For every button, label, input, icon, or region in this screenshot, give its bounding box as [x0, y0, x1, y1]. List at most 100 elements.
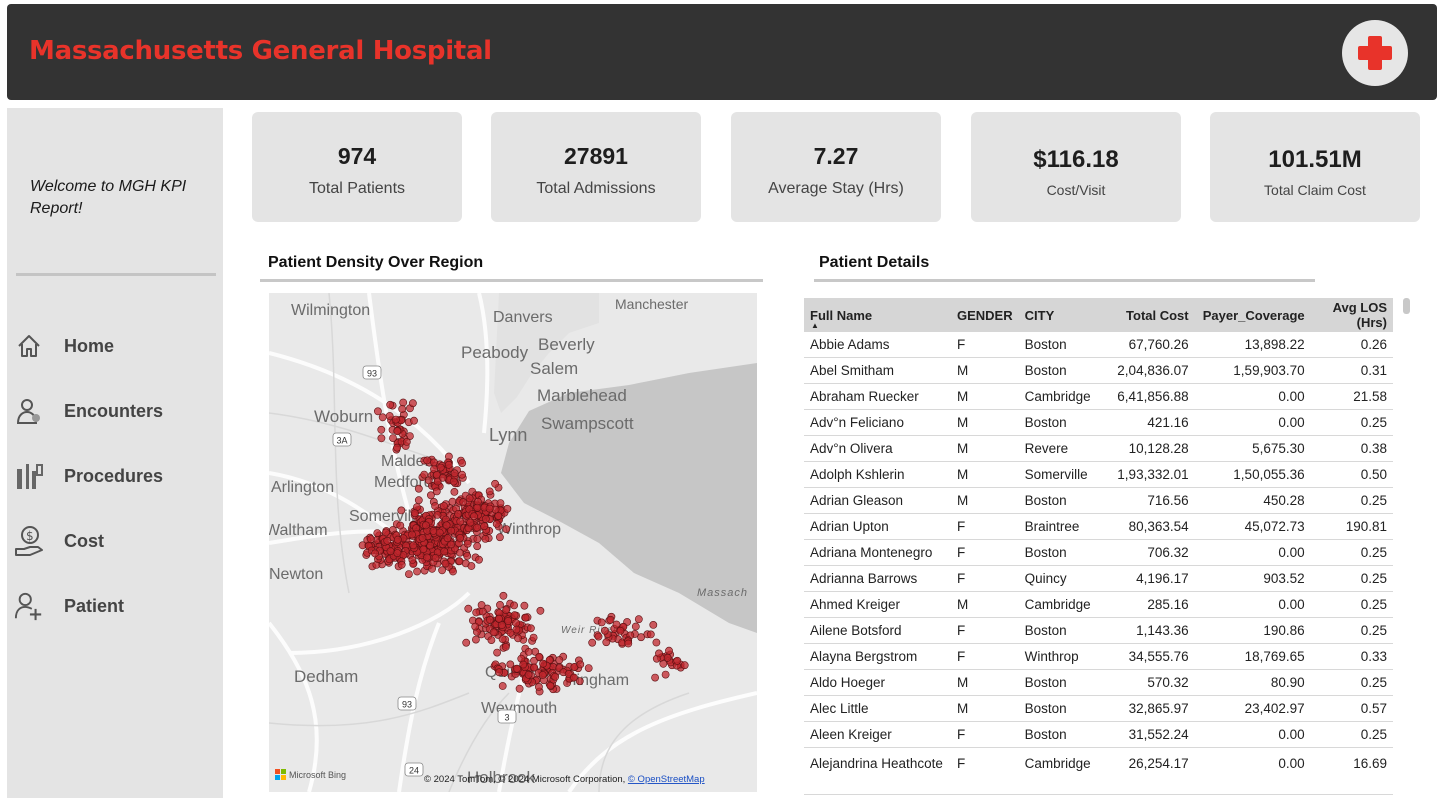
patient-location-marker[interactable]	[408, 399, 417, 408]
patient-location-marker[interactable]	[373, 529, 382, 537]
patient-location-marker[interactable]	[410, 509, 419, 518]
patient-location-marker[interactable]	[374, 407, 382, 416]
patient-location-marker[interactable]	[386, 547, 395, 556]
patient-location-marker[interactable]	[512, 625, 521, 634]
patient-location-marker[interactable]	[438, 566, 446, 575]
patient-location-marker[interactable]	[485, 504, 494, 513]
patient-location-marker[interactable]	[521, 613, 530, 622]
patient-location-marker[interactable]	[463, 551, 472, 560]
patient-location-marker[interactable]	[462, 638, 471, 647]
patient-location-marker[interactable]	[501, 642, 510, 651]
patient-location-marker[interactable]	[495, 668, 503, 677]
patient-location-marker[interactable]	[409, 541, 418, 550]
patient-location-marker[interactable]	[467, 562, 476, 570]
patient-location-marker[interactable]	[680, 661, 689, 670]
patient-location-marker[interactable]	[424, 476, 433, 485]
patient-location-marker[interactable]	[440, 547, 449, 556]
patient-location-marker[interactable]	[498, 682, 507, 690]
sidebar-item-procedures[interactable]: Procedures	[7, 454, 223, 498]
patient-location-marker[interactable]	[536, 606, 545, 615]
patient-location-marker[interactable]	[423, 553, 431, 562]
patient-location-marker[interactable]	[458, 459, 467, 467]
patient-location-marker[interactable]	[399, 398, 408, 407]
patient-location-marker[interactable]	[520, 601, 529, 610]
patient-location-marker[interactable]	[495, 614, 503, 623]
patient-location-marker[interactable]	[447, 540, 455, 549]
patient-location-marker[interactable]	[473, 523, 481, 532]
patient-location-marker[interactable]	[421, 521, 430, 530]
patient-location-marker[interactable]	[655, 649, 663, 658]
patient-location-marker[interactable]	[392, 415, 400, 424]
patient-location-marker[interactable]	[456, 517, 465, 526]
patient-location-marker[interactable]	[510, 611, 519, 620]
patient-location-marker[interactable]	[377, 434, 386, 443]
patient-location-marker[interactable]	[441, 559, 450, 568]
sidebar-item-encounters[interactable]: Encounters	[7, 389, 223, 433]
patient-location-marker[interactable]	[378, 413, 387, 422]
patient-location-marker[interactable]	[367, 535, 375, 544]
patient-location-marker[interactable]	[439, 502, 448, 510]
patient-location-marker[interactable]	[594, 632, 603, 641]
patient-location-marker[interactable]	[519, 660, 528, 669]
patient-location-marker[interactable]	[383, 536, 392, 545]
patient-location-marker[interactable]	[414, 496, 423, 505]
column-header-avg-los[interactable]: Avg LOS (Hrs)	[1310, 298, 1393, 332]
patient-location-marker[interactable]	[637, 633, 645, 642]
patient-location-marker[interactable]	[606, 615, 615, 624]
map-canvas[interactable]: Wilmington Danvers Manchester Peabody Beverl…	[269, 293, 757, 792]
patient-location-marker[interactable]	[438, 473, 447, 482]
patient-location-marker[interactable]	[515, 684, 524, 693]
table-row[interactable]: Adrian Upton F Braintree 80,363.54 45,072.73…	[804, 513, 1393, 540]
patient-location-marker[interactable]	[485, 487, 494, 496]
patient-location-marker[interactable]	[397, 560, 406, 569]
patient-location-marker[interactable]	[646, 630, 655, 639]
patient-location-marker[interactable]	[512, 664, 521, 673]
patient-location-marker[interactable]	[524, 647, 533, 656]
table-row[interactable]: Ailene Botsford F Boston 1,143.36 190.86 0.25	[804, 617, 1393, 644]
patient-location-marker[interactable]	[486, 615, 494, 624]
patient-location-marker[interactable]	[471, 635, 480, 644]
patient-location-marker[interactable]	[624, 639, 633, 648]
patient-location-marker[interactable]	[652, 638, 661, 647]
patient-location-marker[interactable]	[673, 656, 682, 665]
patient-location-marker[interactable]	[665, 646, 673, 655]
table-row[interactable]: Alec Little M Boston 32,865.97 23,402.97 0.57	[804, 695, 1393, 722]
patient-location-marker[interactable]	[551, 672, 560, 681]
patient-location-marker[interactable]	[512, 619, 520, 627]
patient-location-marker[interactable]	[455, 557, 464, 566]
column-header-payer-coverage[interactable]: Payer_Coverage	[1194, 298, 1311, 332]
patient-location-marker[interactable]	[431, 502, 439, 510]
patient-location-marker[interactable]	[492, 519, 501, 528]
patient-density-map[interactable]: Wilmington Danvers Manchester Peabody Beverl…	[269, 293, 757, 792]
patient-location-marker[interactable]	[404, 570, 413, 578]
patient-location-marker[interactable]	[538, 671, 547, 679]
patient-location-marker[interactable]	[418, 533, 427, 542]
patient-location-marker[interactable]	[651, 673, 659, 682]
table-row[interactable]: Aleen Kreiger F Boston 31,552.24 0.00 0.25	[804, 721, 1393, 748]
patient-location-marker[interactable]	[539, 659, 547, 668]
patient-location-marker[interactable]	[458, 470, 466, 479]
table-row[interactable]: Adrianna Barrows F Quincy 4,196.17 903.52 0.2…	[804, 565, 1393, 592]
patient-location-marker[interactable]	[442, 521, 451, 530]
patient-location-marker[interactable]	[491, 479, 499, 488]
patient-location-marker[interactable]	[450, 469, 459, 478]
patient-location-marker[interactable]	[477, 601, 486, 609]
patient-location-marker[interactable]	[466, 518, 475, 527]
patient-location-marker[interactable]	[471, 622, 480, 631]
patient-location-marker[interactable]	[496, 499, 505, 507]
patient-location-marker[interactable]	[535, 652, 544, 661]
patient-location-marker[interactable]	[423, 456, 432, 465]
patient-location-marker[interactable]	[502, 525, 511, 533]
openstreetmap-link[interactable]: © OpenStreetMap	[628, 774, 705, 785]
patient-location-marker[interactable]	[402, 437, 411, 446]
patient-location-marker[interactable]	[473, 535, 482, 543]
patient-location-marker[interactable]	[464, 604, 473, 613]
table-row[interactable]: Alejandrina Heathcote F Cambridge 26,254.17…	[804, 747, 1393, 795]
patient-location-marker[interactable]	[396, 521, 405, 530]
column-header-total-cost[interactable]: Total Cost	[1100, 298, 1195, 332]
table-row[interactable]: Abel Smitham M Boston 2,04,836.07 1,59,903.7…	[804, 357, 1393, 384]
patient-location-marker[interactable]	[494, 511, 503, 520]
patient-location-marker[interactable]	[393, 427, 402, 436]
patient-location-marker[interactable]	[410, 416, 418, 425]
patient-location-marker[interactable]	[634, 615, 643, 624]
